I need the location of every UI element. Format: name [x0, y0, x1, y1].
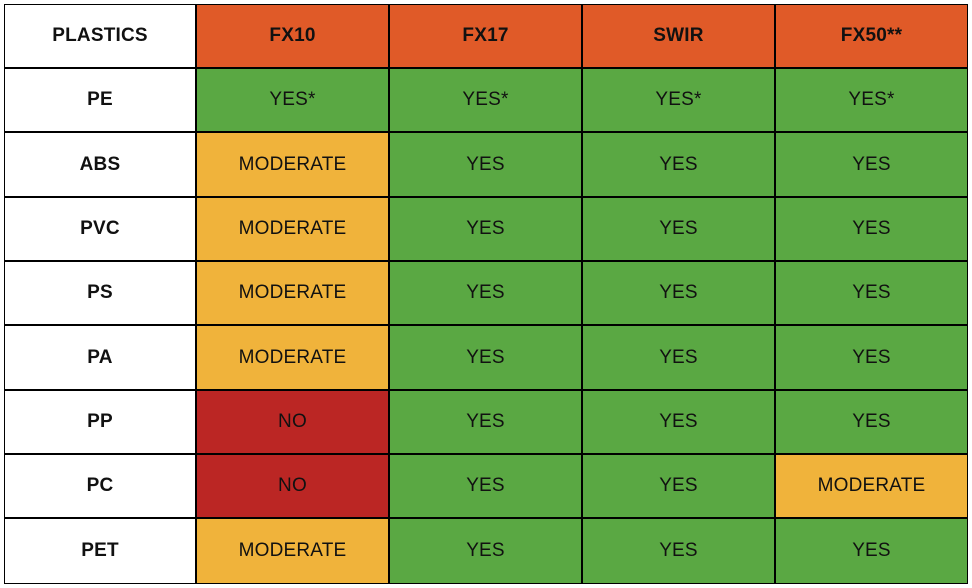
- column-header-swir: SWIR: [582, 4, 775, 68]
- table-cell: YES: [582, 261, 775, 325]
- table-cell: YES*: [389, 68, 582, 132]
- column-header-fx50: FX50**: [775, 4, 968, 68]
- table-cell: YES: [389, 518, 582, 584]
- row-label-pp: PP: [4, 390, 196, 454]
- table-cell: YES: [775, 325, 968, 390]
- plastics-compatibility-table: PLASTICS FX10 FX17 SWIR FX50** PE YES* Y…: [4, 4, 968, 584]
- table-cell: YES: [582, 197, 775, 261]
- table-cell: YES: [582, 132, 775, 197]
- corner-header: PLASTICS: [4, 4, 196, 68]
- table-cell: YES: [582, 390, 775, 454]
- row-label-pe: PE: [4, 68, 196, 132]
- table-cell: MODERATE: [196, 132, 389, 197]
- table-cell: YES: [389, 390, 582, 454]
- column-header-fx10: FX10: [196, 4, 389, 68]
- table-cell: YES: [389, 261, 582, 325]
- table-cell: NO: [196, 454, 389, 518]
- table-cell: MODERATE: [196, 325, 389, 390]
- table-cell: YES: [775, 197, 968, 261]
- table-cell: YES: [389, 325, 582, 390]
- row-label-pvc: PVC: [4, 197, 196, 261]
- table-cell: YES: [775, 518, 968, 584]
- table-cell: MODERATE: [196, 197, 389, 261]
- table-cell: YES*: [775, 68, 968, 132]
- row-label-pc: PC: [4, 454, 196, 518]
- table-cell: YES: [389, 454, 582, 518]
- row-label-abs: ABS: [4, 132, 196, 197]
- table-cell: NO: [196, 390, 389, 454]
- table-cell: YES: [775, 261, 968, 325]
- table-cell: YES: [775, 390, 968, 454]
- table-cell: MODERATE: [196, 261, 389, 325]
- row-label-ps: PS: [4, 261, 196, 325]
- column-header-fx17: FX17: [389, 4, 582, 68]
- row-label-pa: PA: [4, 325, 196, 390]
- table-cell: YES: [582, 454, 775, 518]
- row-label-pet: PET: [4, 518, 196, 584]
- table-cell: YES: [389, 197, 582, 261]
- table-cell: YES: [389, 132, 582, 197]
- table-cell: YES*: [196, 68, 389, 132]
- table-cell: YES*: [582, 68, 775, 132]
- table-cell: MODERATE: [775, 454, 968, 518]
- table-cell: MODERATE: [196, 518, 389, 584]
- table-cell: YES: [582, 518, 775, 584]
- table-cell: YES: [775, 132, 968, 197]
- table-cell: YES: [582, 325, 775, 390]
